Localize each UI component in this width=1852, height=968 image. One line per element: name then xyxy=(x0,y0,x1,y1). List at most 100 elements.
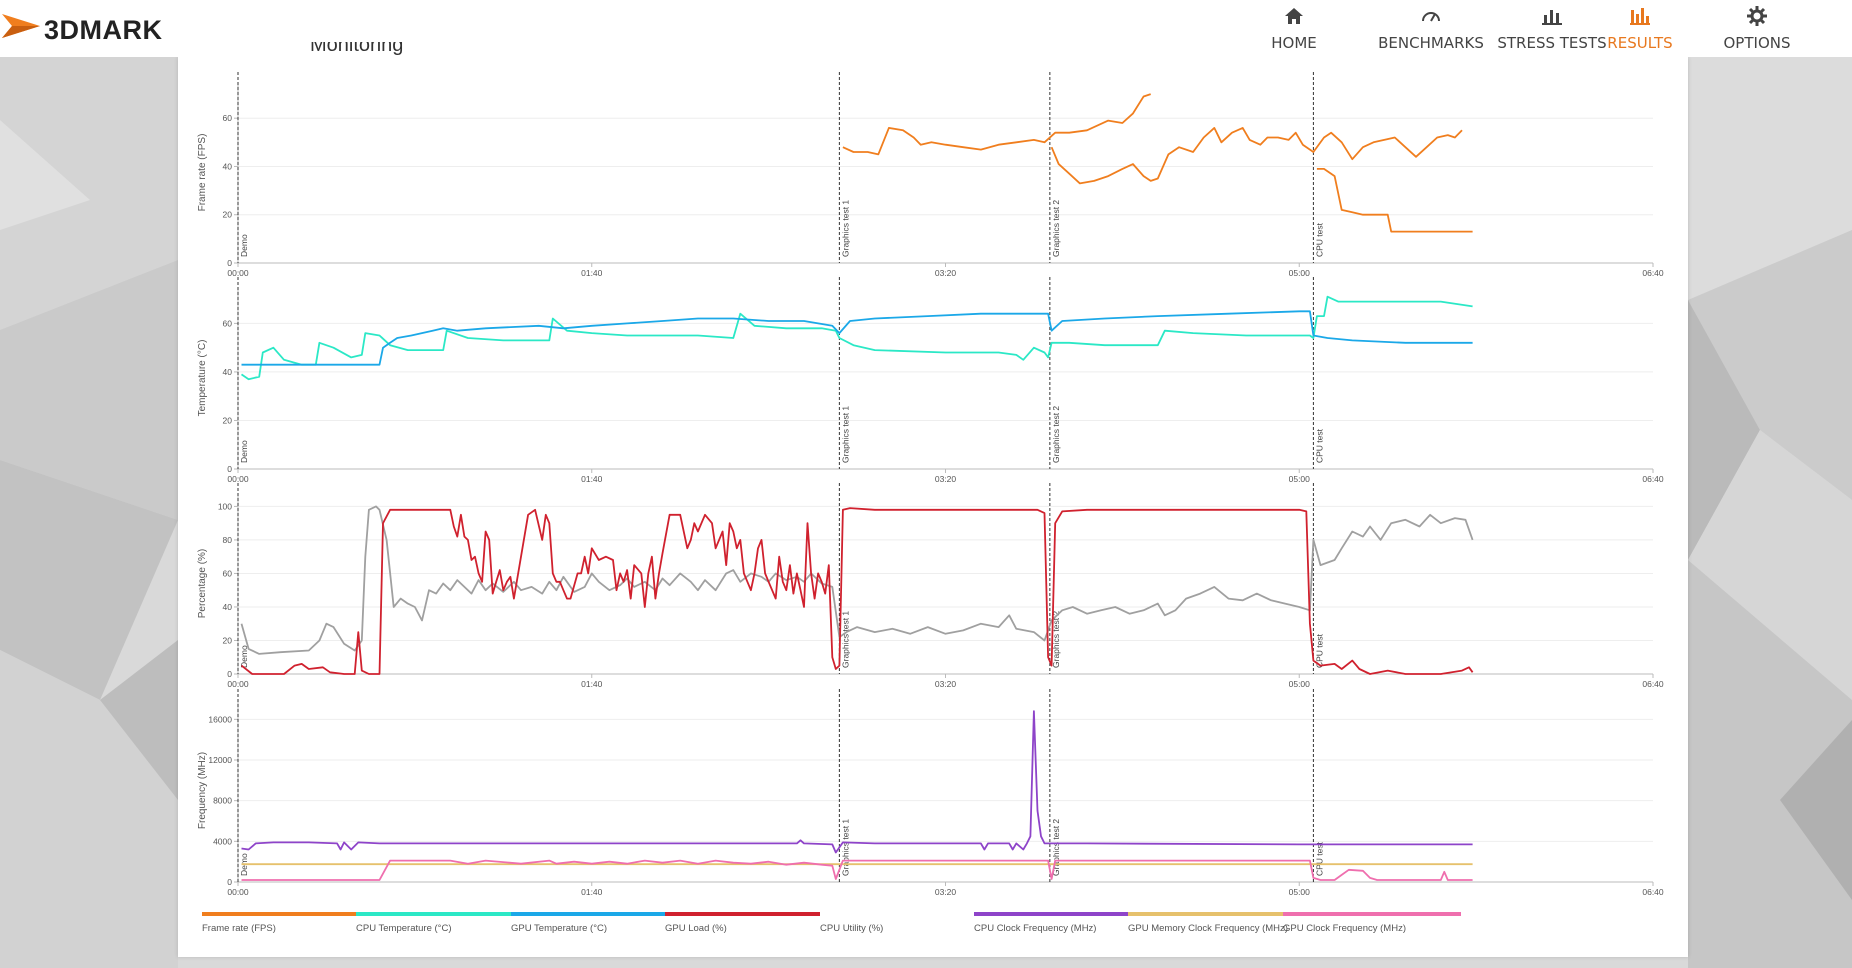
brand-logo[interactable]: 3DMARK xyxy=(0,8,230,48)
nav-options[interactable]: OPTIONS xyxy=(1702,0,1812,57)
chart-panel-4: 0 4000 8000 12000 16000 00:00 01:40 03:20 05:00 0… xyxy=(197,689,1664,897)
legend-item[interactable]: Frame rate (FPS) xyxy=(202,912,380,934)
test-marker-label: Demo xyxy=(239,440,249,463)
nav-label: BENCHMARKS xyxy=(1378,34,1484,52)
y-tick-label: 12000 xyxy=(208,755,232,765)
x-tick-label: 01:40 xyxy=(581,679,603,689)
x-tick-label: 06:40 xyxy=(1642,679,1664,689)
y-tick-label: 60 xyxy=(223,318,233,328)
test-marker-label: Demo xyxy=(239,234,249,257)
x-tick-label: 01:40 xyxy=(581,887,603,897)
logo-text: 3DMARK xyxy=(44,15,163,45)
test-marker-label: Graphics test 2 xyxy=(1051,819,1061,876)
x-tick-label: 00:00 xyxy=(227,474,249,484)
x-tick-label: 03:20 xyxy=(935,474,957,484)
x-tick-label: 00:00 xyxy=(227,887,249,897)
nav-label: STRESS TESTS xyxy=(1497,34,1607,52)
legend-swatch xyxy=(1283,912,1461,916)
test-marker-label: CPU test xyxy=(1314,841,1324,876)
series-line-frame-rate-fps xyxy=(1316,168,1473,233)
legend-label: CPU Temperature (°C) xyxy=(356,923,452,934)
x-tick-label: 01:40 xyxy=(581,474,603,484)
y-tick-label: 16000 xyxy=(208,714,232,724)
y-tick-label: 8000 xyxy=(213,796,232,806)
x-tick-label: 06:40 xyxy=(1642,268,1664,278)
series-line-gpu-clock-frequency-mhz xyxy=(241,859,1473,881)
legend-item[interactable]: CPU Clock Frequency (MHz) xyxy=(974,912,1152,934)
legend-item[interactable]: CPU Utility (%) xyxy=(820,912,998,934)
card-title: Monitoring xyxy=(310,34,404,56)
x-tick-label: 05:00 xyxy=(1289,268,1311,278)
y-tick-label: 20 xyxy=(223,210,233,220)
y-axis-label: Temperature (°C) xyxy=(197,340,208,417)
nav-results[interactable]: RESULTS xyxy=(1590,0,1690,57)
y-tick-label: 80 xyxy=(223,535,233,545)
test-marker-label: CPU test xyxy=(1314,633,1324,668)
legend-item[interactable]: GPU Load (%) xyxy=(665,912,843,934)
nav-label: OPTIONS xyxy=(1723,34,1791,52)
y-tick-label: 0 xyxy=(227,464,232,474)
legend-item[interactable]: GPU Clock Frequency (MHz) xyxy=(1283,912,1461,934)
y-tick-label: 40 xyxy=(223,367,233,377)
x-tick-label: 01:40 xyxy=(581,268,603,278)
chart-panel-2: 0 20 40 60 00:00 01:40 03:20 05:00 06:40 Temperat… xyxy=(197,277,1664,484)
legend-swatch xyxy=(665,912,843,916)
y-tick-label: 40 xyxy=(223,602,233,612)
chart-panel-3: 0 20 40 60 80 100 00:00 01:40 03:20 05:00 06:40 Per… xyxy=(197,483,1664,689)
legend-swatch xyxy=(974,912,1152,916)
legend-swatch xyxy=(202,912,380,916)
home-icon xyxy=(1285,8,1303,24)
series-line-cpu-utility xyxy=(240,505,1474,655)
test-marker-label: Graphics test 1 xyxy=(840,611,850,668)
legend-item[interactable]: CPU Temperature (°C) xyxy=(356,912,534,934)
top-navigation-bar: 3DMARK HOME BENCHMARKS STRESS TESTS RESULTS… xyxy=(0,0,1852,57)
y-tick-label: 40 xyxy=(223,161,233,171)
3dmark-logo-icon xyxy=(2,14,40,38)
test-marker-label: CPU test xyxy=(1314,428,1324,463)
legend-label: GPU Clock Frequency (MHz) xyxy=(1283,923,1406,934)
test-marker-label: Demo xyxy=(239,645,249,668)
legend-swatch xyxy=(820,912,998,916)
test-marker-label: CPU test xyxy=(1314,222,1324,257)
y-tick-label: 60 xyxy=(223,113,233,123)
y-tick-label: 4000 xyxy=(213,836,232,846)
y-tick-label: 0 xyxy=(227,877,232,887)
series-line-gpu-temperature-c xyxy=(241,310,1473,366)
series-line-gpu-load xyxy=(240,507,1474,675)
nav-label: RESULTS xyxy=(1607,34,1673,52)
legend-item[interactable]: GPU Temperature (°C) xyxy=(511,912,689,934)
legend-label: GPU Load (%) xyxy=(665,923,727,934)
series-line-cpu-clock-frequency-mhz xyxy=(241,710,1473,854)
x-tick-label: 05:00 xyxy=(1289,474,1311,484)
results-card xyxy=(178,57,1688,957)
y-axis-label: Frequency (MHz) xyxy=(197,752,208,829)
x-tick-label: 00:00 xyxy=(227,679,249,689)
x-tick-label: 05:00 xyxy=(1289,887,1311,897)
chart-legend: Frame rate (FPS) CPU Temperature (°C) GPU … xyxy=(178,912,1688,942)
y-tick-label: 0 xyxy=(227,669,232,679)
test-marker-label: Graphics test 2 xyxy=(1051,200,1061,257)
test-marker-label: Graphics test 1 xyxy=(840,200,850,257)
x-tick-label: 06:40 xyxy=(1642,887,1664,897)
test-marker-label: Graphics test 2 xyxy=(1051,611,1061,668)
test-marker-label: Graphics test 1 xyxy=(840,406,850,463)
y-axis-label: Frame rate (FPS) xyxy=(197,134,208,212)
y-tick-label: 0 xyxy=(227,258,232,268)
y-axis-label: Percentage (%) xyxy=(197,549,208,618)
bars-icon xyxy=(1542,10,1562,25)
nav-benchmarks[interactable]: BENCHMARKS xyxy=(1372,0,1490,57)
results-chart-icon xyxy=(1630,8,1650,25)
chart-panel-1: 0 20 40 60 00:00 01:40 03:20 05:00 06:40 Frame ra… xyxy=(197,72,1664,278)
nav-stress-tests[interactable]: STRESS TESTS xyxy=(1492,0,1612,57)
legend-item[interactable]: GPU Memory Clock Frequency (MHz) xyxy=(1128,912,1306,934)
x-tick-label: 06:40 xyxy=(1642,474,1664,484)
test-marker-label: Graphics test 2 xyxy=(1051,406,1061,463)
legend-swatch xyxy=(356,912,534,916)
series-line-frame-rate-fps xyxy=(842,93,1151,156)
legend-label: GPU Memory Clock Frequency (MHz) xyxy=(1128,923,1288,934)
nav-home[interactable]: HOME xyxy=(1254,0,1334,57)
test-marker-label: Graphics test 1 xyxy=(840,819,850,876)
series-line-frame-rate-fps xyxy=(1050,127,1463,185)
x-tick-label: 03:20 xyxy=(935,887,957,897)
